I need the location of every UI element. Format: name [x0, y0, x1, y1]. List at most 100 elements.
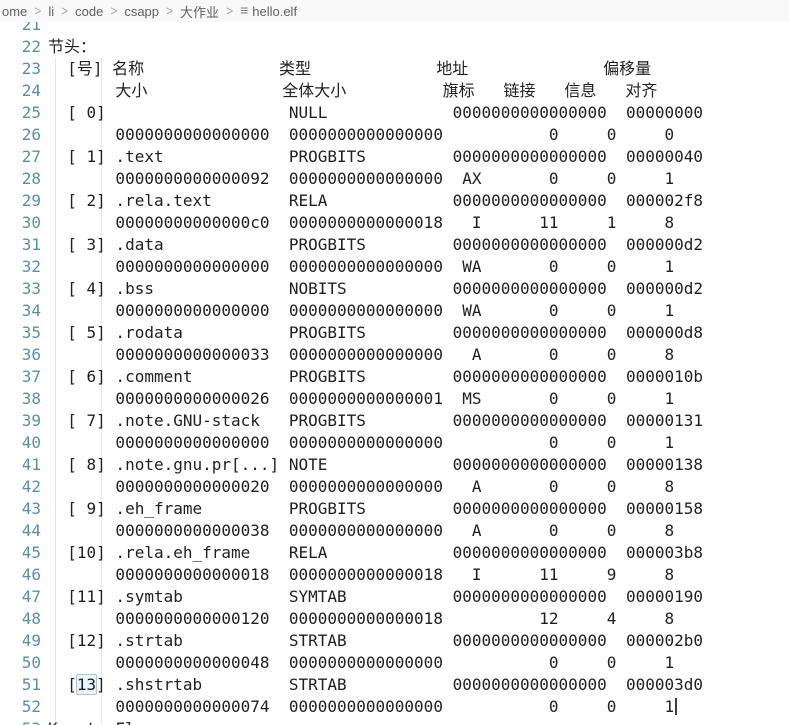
line-number[interactable]: 42 [21, 477, 41, 496]
line-text[interactable]: [ 3] .data PROGBITS 0000000000000000 000… [48, 235, 704, 254]
code-line[interactable]: 22 节头： [0, 36, 789, 58]
line-text[interactable]: [ 5] .rodata PROGBITS 0000000000000000 0… [48, 323, 704, 342]
line-number[interactable]: 50 [21, 653, 41, 672]
line-number[interactable]: 40 [21, 433, 41, 452]
breadcrumb-item-home[interactable]: ome [2, 3, 28, 19]
line-number[interactable]: 47 [21, 587, 41, 606]
line-text[interactable]: 0000000000000000 0000000000000000 WA 0 0… [48, 257, 675, 276]
line-text[interactable]: 0000000000000038 0000000000000000 A 0 0 … [48, 521, 675, 540]
breadcrumb-item-file[interactable]: hello.elf [252, 3, 298, 19]
code-line[interactable]: 25 [ 0] NULL 0000000000000000 00000000 [0, 102, 789, 124]
line-number[interactable]: 29 [21, 191, 41, 210]
line-text[interactable]: [11] .symtab SYMTAB 0000000000000000 000… [48, 587, 704, 606]
line-number[interactable]: 53 [0, 718, 41, 725]
line-text[interactable]: [ 2] .rela.text RELA 0000000000000000 00… [48, 191, 704, 210]
line-text[interactable]: 0000000000000033 0000000000000000 A 0 0 … [48, 345, 675, 364]
code-line[interactable]: 45 [10] .rela.eh_frame RELA 000000000000… [0, 542, 789, 564]
line-text[interactable]: 0000000000000020 0000000000000000 A 0 0 … [48, 477, 675, 496]
breadcrumb-item-li[interactable]: li [48, 3, 55, 19]
code-line[interactable]: 34 0000000000000000 0000000000000000 WA … [0, 300, 789, 322]
line-text[interactable]: 0000000000000120 0000000000000018 12 4 8 [48, 609, 675, 628]
line-number[interactable]: 44 [21, 521, 41, 540]
code-line[interactable]: 37 [ 6] .comment PROGBITS 00000000000000… [0, 366, 789, 388]
code-line[interactable]: 52 0000000000000074 0000000000000000 0 0… [0, 696, 789, 718]
line-text[interactable]: [ 0] NULL 0000000000000000 00000000 [48, 103, 704, 122]
code-line[interactable]: 35 [ 5] .rodata PROGBITS 000000000000000… [0, 322, 789, 344]
line-text[interactable]: [10] .rela.eh_frame RELA 000000000000000… [48, 543, 704, 562]
code-line[interactable]: 43 [ 9] .eh_frame PROGBITS 0000000000000… [0, 498, 789, 520]
line-number[interactable]: 37 [21, 367, 41, 386]
code-line[interactable]: 41 [ 8] .note.gnu.pr[...] NOTE 000000000… [0, 454, 789, 476]
line-text[interactable]: 大小 全体大小 旗标 链接 信息 对齐 [48, 81, 658, 100]
line-text[interactable]: 0000000000000018 0000000000000018 I 11 9… [48, 565, 675, 584]
line-number[interactable]: 26 [21, 125, 41, 144]
line-number[interactable]: 38 [21, 389, 41, 408]
breadcrumb-item-dazuoye[interactable]: 大作业 [180, 4, 220, 20]
code-line[interactable]: 36 0000000000000033 0000000000000000 A 0… [0, 344, 789, 366]
line-text[interactable]: 0000000000000074 0000000000000000 0 0 1 [48, 696, 678, 718]
line-number[interactable]: 25 [21, 103, 41, 122]
line-number[interactable]: 32 [21, 257, 41, 276]
code-line[interactable]: 53 Key to Flags: [0, 718, 789, 725]
line-number[interactable]: 31 [21, 235, 41, 254]
line-number[interactable]: 24 [21, 81, 41, 100]
line-number[interactable]: 51 [21, 675, 41, 694]
line-number[interactable]: 30 [21, 213, 41, 232]
line-text[interactable]: [ 7] .note.GNU-stack PROGBITS 0000000000… [48, 411, 704, 430]
line-number[interactable]: 33 [21, 279, 41, 298]
line-text[interactable]: [13] .shstrtab STRTAB 0000000000000000 0… [48, 674, 704, 695]
line-number[interactable]: 28 [21, 169, 41, 188]
line-number[interactable]: 39 [21, 411, 41, 430]
line-text[interactable]: [ 6] .comment PROGBITS 0000000000000000 … [48, 367, 704, 386]
line-text[interactable]: [ 9] .eh_frame PROGBITS 0000000000000000… [48, 499, 704, 518]
code-line[interactable]: 30 00000000000000c0 0000000000000018 I 1… [0, 212, 789, 234]
code-line[interactable]: 24 大小 全体大小 旗标 链接 信息 对齐 [0, 80, 789, 102]
code-line[interactable]: 48 0000000000000120 0000000000000018 12 … [0, 608, 789, 630]
code-line[interactable]: 31 [ 3] .data PROGBITS 0000000000000000 … [0, 234, 789, 256]
line-number[interactable]: 34 [21, 301, 41, 320]
code-line[interactable]: 29 [ 2] .rela.text RELA 0000000000000000… [0, 190, 789, 212]
line-text[interactable]: [ 8] .note.gnu.pr[...] NOTE 000000000000… [48, 455, 704, 474]
line-number[interactable]: 27 [21, 147, 41, 166]
code-line[interactable]: 39 [ 7] .note.GNU-stack PROGBITS 0000000… [0, 410, 789, 432]
line-number[interactable]: 23 [21, 59, 41, 78]
line-number[interactable]: 43 [21, 499, 41, 518]
code-line[interactable]: 40 0000000000000000 0000000000000000 0 0… [0, 432, 789, 454]
code-line[interactable]: 42 0000000000000020 0000000000000000 A 0… [0, 476, 789, 498]
line-number[interactable]: 49 [21, 631, 41, 650]
line-text[interactable]: [ 1] .text PROGBITS 0000000000000000 000… [48, 147, 704, 166]
line-number[interactable]: 52 [21, 697, 41, 716]
code-line[interactable]: 23 [号] 名称 类型 地址 偏移量 [0, 58, 789, 80]
line-text[interactable]: [ 4] .bss NOBITS 0000000000000000 000000… [48, 279, 704, 298]
line-number[interactable]: 41 [21, 455, 41, 474]
code-line[interactable]: 28 0000000000000092 0000000000000000 AX … [0, 168, 789, 190]
line-text[interactable]: Key to Flags: [48, 718, 173, 725]
line-text[interactable]: 0000000000000000 0000000000000000 0 0 0 [48, 125, 675, 144]
line-number[interactable]: 48 [21, 609, 41, 628]
code-line[interactable]: 51 [13] .shstrtab STRTAB 000000000000000… [0, 674, 789, 696]
line-number[interactable]: 46 [21, 565, 41, 584]
line-text[interactable]: 00000000000000c0 0000000000000018 I 11 1… [48, 213, 675, 232]
line-text[interactable]: [号] 名称 类型 地址 偏移量 [48, 59, 652, 78]
line-text[interactable]: 0000000000000048 0000000000000000 0 0 1 [48, 653, 675, 672]
breadcrumb-item-code[interactable]: code [75, 3, 104, 19]
line-text[interactable]: 0000000000000000 0000000000000000 0 0 1 [48, 433, 675, 452]
breadcrumb-item-csapp[interactable]: csapp [124, 3, 160, 19]
line-text[interactable]: 0000000000000026 0000000000000001 MS 0 0… [48, 389, 675, 408]
code-line[interactable]: 26 0000000000000000 0000000000000000 0 0… [0, 124, 789, 146]
code-line[interactable]: 38 0000000000000026 0000000000000001 MS … [0, 388, 789, 410]
line-text[interactable]: 节头： [48, 37, 97, 56]
code-line[interactable]: 27 [ 1] .text PROGBITS 0000000000000000 … [0, 146, 789, 168]
line-text[interactable]: 0000000000000092 0000000000000000 AX 0 0… [48, 169, 675, 188]
code-line[interactable]: 49 [12] .strtab STRTAB 0000000000000000 … [0, 630, 789, 652]
code-line[interactable]: 46 0000000000000018 0000000000000018 I 1… [0, 564, 789, 586]
line-number[interactable]: 22 [21, 37, 41, 56]
code-line[interactable]: 44 0000000000000038 0000000000000000 A 0… [0, 520, 789, 542]
code-line[interactable]: 32 0000000000000000 0000000000000000 WA … [0, 256, 789, 278]
line-text[interactable]: [12] .strtab STRTAB 0000000000000000 000… [48, 631, 704, 650]
code-line[interactable]: 33 [ 4] .bss NOBITS 0000000000000000 000… [0, 278, 789, 300]
line-number[interactable]: 36 [21, 345, 41, 364]
line-number[interactable]: 45 [21, 543, 41, 562]
code-line[interactable]: 47 [11] .symtab SYMTAB 0000000000000000 … [0, 586, 789, 608]
code-line[interactable]: 50 0000000000000048 0000000000000000 0 0… [0, 652, 789, 674]
